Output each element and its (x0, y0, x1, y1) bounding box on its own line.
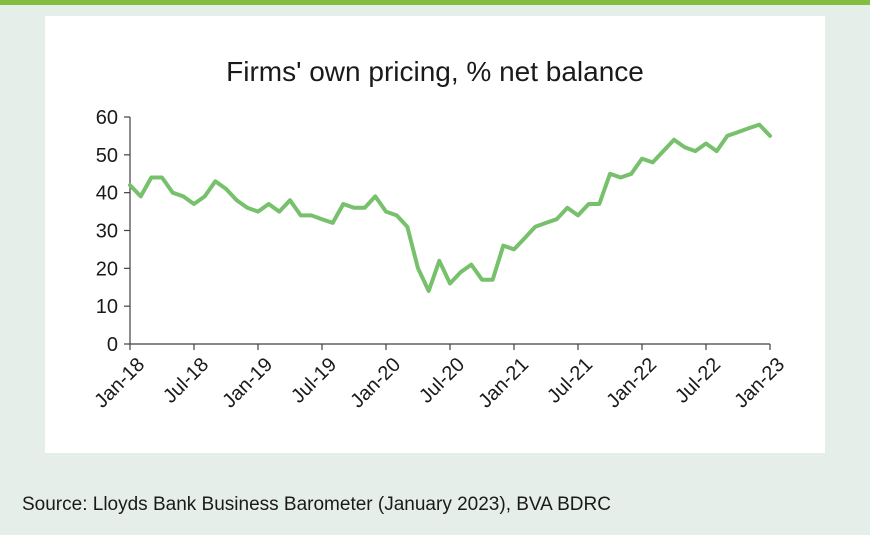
x-tick-label: Jan-19 (218, 354, 277, 413)
chart-title: Firms' own pricing, % net balance (226, 56, 644, 87)
x-tick-label: Jul-19 (287, 354, 341, 408)
x-ticks: Jan-18 Jul-18 Jan-19 Jul-19 Jan-20 Jul-20 Jan-… (90, 344, 789, 412)
y-ticks: 0 10 20 30 40 50 60 (96, 107, 130, 356)
series-line (128, 122, 772, 293)
x-tick-label: Jan-22 (602, 354, 661, 413)
x-tick-label: Jul-20 (415, 354, 469, 408)
source-note: Source: Lloyds Bank Business Barometer (… (22, 494, 611, 515)
y-tick-label: 10 (96, 296, 118, 318)
y-tick-label: 50 (96, 145, 118, 167)
top-accent-rule (0, 0, 870, 5)
x-tick-label: Jul-22 (671, 354, 725, 408)
x-tick-label: Jan-23 (730, 354, 789, 413)
x-tick-label: Jul-21 (543, 354, 597, 408)
x-tick-label: Jan-18 (90, 354, 149, 413)
y-tick-label: 60 (96, 107, 118, 129)
x-tick-label: Jul-18 (159, 354, 213, 408)
y-tick-label: 20 (96, 258, 118, 280)
y-tick-label: 30 (96, 221, 118, 243)
chart-panel: Firms' own pricing, % net balance 0 10 20 3… (45, 16, 825, 453)
y-tick-label: 0 (107, 334, 118, 356)
y-tick-label: 40 (96, 183, 118, 205)
x-tick-label: Jan-20 (346, 354, 405, 413)
x-tick-label: Jan-21 (474, 354, 533, 413)
